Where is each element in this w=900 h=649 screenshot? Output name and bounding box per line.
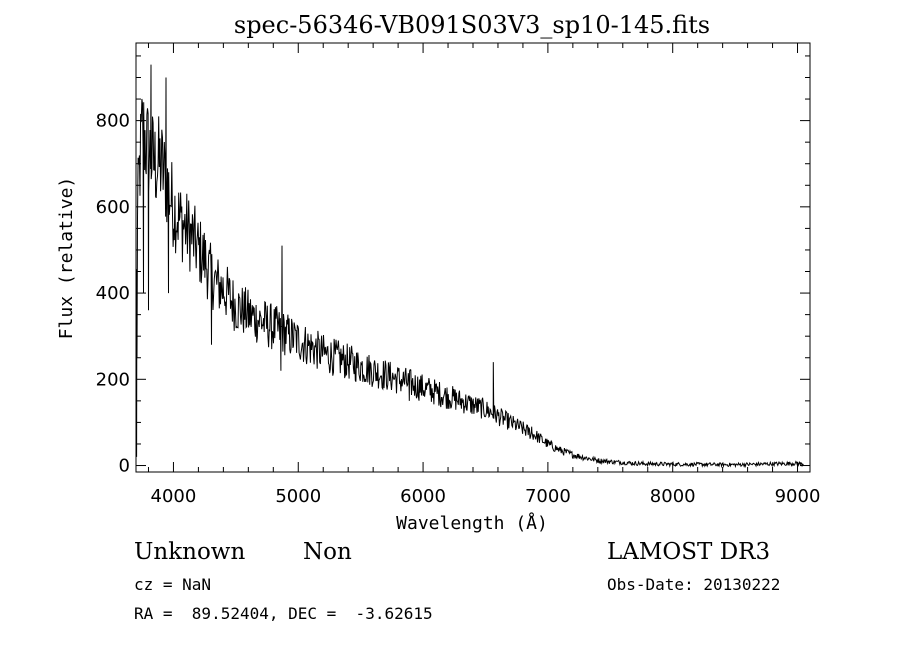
plot-frame [135, 42, 811, 473]
y-axis-label: Flux (relative) [56, 177, 77, 340]
x-axis-ticks [147, 43, 799, 472]
spectrum-line [135, 64, 804, 469]
y-tick-label: 200 [96, 369, 130, 390]
obs-date-label: Obs-Date: 20130222 [607, 575, 780, 594]
x-tick-label: 5000 [275, 486, 321, 507]
y-axis-tick-labels: 0 200 400 600 800 [96, 111, 130, 477]
plot-border [135, 42, 811, 473]
x-tick-label: 6000 [400, 486, 446, 507]
survey-label: LAMOST DR3 [607, 539, 770, 565]
y-tick-label: 800 [96, 111, 130, 132]
coords-label: RA = 89.52404, DEC = -3.62615 [134, 604, 433, 623]
x-tick-label: 8000 [650, 486, 696, 507]
cz-label: cz = NaN [134, 575, 211, 594]
x-axis-tick-labels: 4000 5000 6000 7000 8000 9000 [151, 486, 821, 507]
y-tick-label: 0 [119, 456, 130, 477]
x-tick-label: 9000 [775, 486, 821, 507]
x-tick-label: 7000 [525, 486, 571, 507]
subclass-label: Non [303, 539, 352, 565]
y-tick-label: 400 [96, 283, 130, 304]
object-class-label: Unknown [134, 539, 245, 565]
x-axis-label: Wavelength (Å) [396, 512, 548, 534]
y-tick-label: 600 [96, 197, 130, 218]
x-tick-label: 4000 [151, 486, 197, 507]
chart-title: spec-56346-VB091S03V3_sp10-145.fits [234, 11, 710, 39]
